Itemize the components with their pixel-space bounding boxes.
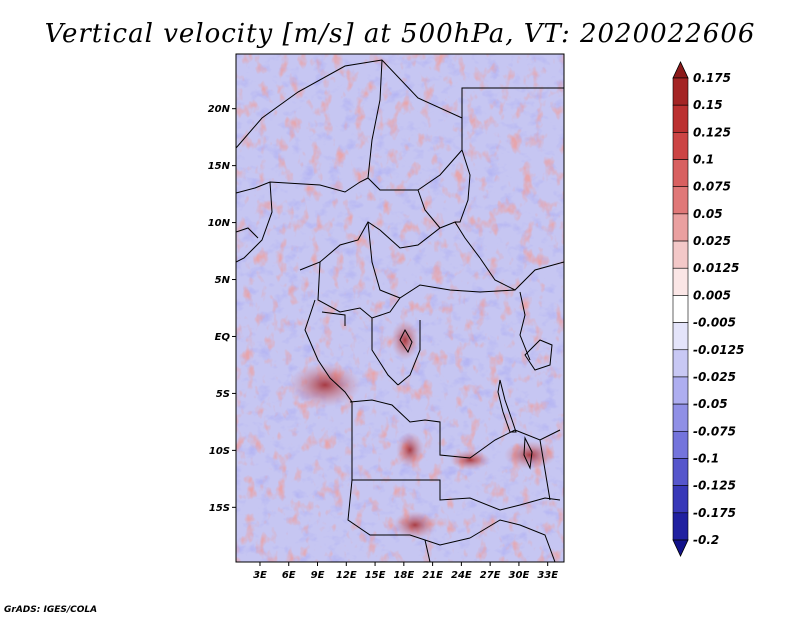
colorbar-segment — [672, 186, 689, 215]
colorbar-label: 0.025 — [693, 234, 731, 248]
y-tick-label: 15S — [209, 503, 230, 514]
y-tick-label: 5N — [215, 275, 231, 286]
colorbar-label: -0.125 — [693, 479, 736, 493]
colorbar-segment — [672, 132, 689, 160]
colorbar-segment — [672, 376, 689, 405]
colorbar-label: 0.075 — [693, 180, 731, 194]
colorbar-label: 0.175 — [693, 71, 731, 85]
x-tick-label: 18E — [393, 570, 414, 581]
lakes — [399, 328, 553, 470]
colorbar-segment — [672, 485, 689, 514]
y-tick-label: 20N — [208, 104, 231, 115]
colorbar-label: -0.0125 — [693, 343, 744, 357]
x-tick-label: 9E — [311, 570, 325, 581]
colorbar-top-arrow — [672, 61, 689, 79]
chart-title: Vertical velocity [m/s] at 500hPa, VT: 2… — [45, 19, 756, 49]
grads-credit: GrADS: IGES/COLA — [4, 605, 97, 615]
x-tick-label: 15E — [365, 570, 386, 581]
colorbar-segment — [672, 213, 689, 242]
colorbar-segment — [672, 512, 689, 541]
x-tick-label: 30E — [509, 570, 530, 581]
colorbar-label: -0.005 — [693, 316, 736, 330]
colorbar-label: -0.075 — [693, 424, 736, 438]
colorbar-segment — [672, 267, 689, 296]
colorbar-segment — [672, 430, 689, 459]
colorbar-label: -0.025 — [693, 370, 736, 384]
y-tick-label: 10S — [209, 446, 230, 457]
x-tick-label: 24E — [451, 570, 472, 581]
colorbar-segment — [672, 77, 689, 106]
colorbar-segment — [672, 322, 689, 351]
x-tick-label: 33E — [537, 570, 558, 581]
map-plot-area — [236, 54, 564, 562]
y-tick-label: 5S — [216, 389, 230, 400]
country-borders — [236, 59, 564, 562]
y-axis: 20N 15N 10N 5N EQ 5S 10S 15S — [208, 104, 236, 514]
y-tick-label: 10N — [208, 218, 231, 229]
colorbar-segment — [672, 403, 689, 432]
x-tick-label: 12E — [336, 570, 357, 581]
colorbar-label: 0.005 — [693, 288, 731, 302]
colorbar-bottom-arrow — [672, 539, 689, 557]
colorbar-segment — [672, 104, 689, 133]
x-tick-label: 21E — [422, 570, 443, 581]
colorbar-segment — [672, 159, 689, 188]
colorbar-label: -0.05 — [693, 397, 728, 411]
map-frame — [235, 53, 565, 563]
colorbar-label: -0.2 — [693, 533, 719, 547]
x-axis: 3E 6E 9E 12E 15E 18E 21E 24E 27E 30E 33E — [253, 562, 558, 581]
colorbar-segment — [672, 349, 689, 378]
colorbar-label: 0.05 — [693, 207, 723, 221]
colorbar-label: 0.0125 — [693, 261, 739, 275]
colorbar-label: 0.1 — [693, 153, 714, 167]
y-tick-label: 15N — [208, 161, 231, 172]
colorbar-label: 0.125 — [693, 125, 731, 139]
field-positive-speckle — [236, 54, 564, 562]
x-tick-label: 27E — [480, 570, 501, 581]
colorbar-label: 0.15 — [693, 98, 723, 112]
colorbar: 0.175 0.15 0.125 0.1 0.075 0.05 0.025 0.0125 0.0… — [672, 61, 744, 557]
colorbar-segment — [672, 458, 689, 486]
x-tick-label: 3E — [253, 570, 267, 581]
colorbar-segment — [672, 295, 689, 323]
colorbar-label: -0.1 — [693, 451, 719, 465]
colorbar-label: -0.175 — [693, 506, 736, 520]
x-tick-label: 6E — [282, 570, 296, 581]
field-hotspots — [289, 320, 556, 539]
colorbar-segment — [672, 240, 689, 269]
y-tick-label: EQ — [215, 332, 231, 343]
